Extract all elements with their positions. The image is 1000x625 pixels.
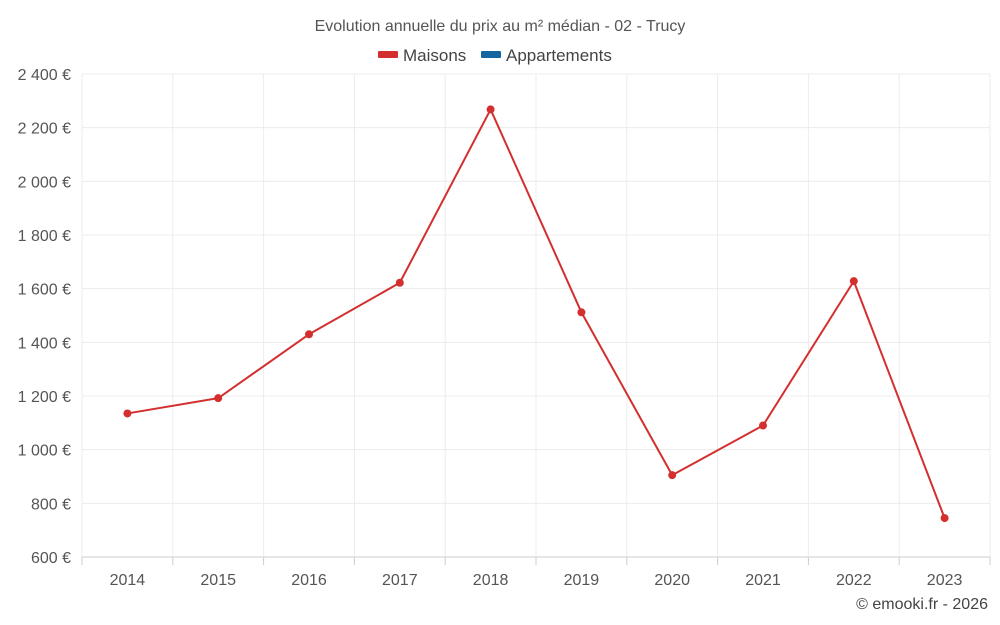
data-point-maisons-2019[interactable] [577,308,586,317]
data-point-maisons-2023[interactable] [940,514,949,523]
data-point-maisons-2021[interactable] [759,421,767,430]
legend-item-maisons[interactable]: Maisons [378,46,466,65]
y-tick-label: 2 400 € [18,67,71,84]
legend-swatch-appartements [481,51,501,58]
legend-item-appartements[interactable]: Appartements [481,46,612,65]
y-tick-label: 1 600 € [18,282,71,299]
y-tick-label: 1 200 € [18,389,71,406]
x-tick-label: 2014 [110,572,146,589]
x-tick-label: 2018 [473,572,509,589]
x-tick-label: 2016 [291,572,327,589]
legend: Maisons Appartements [378,46,612,65]
y-tick-label: 2 200 € [18,121,71,138]
y-tick-label: 1 000 € [18,443,71,460]
x-tick-label: 2017 [382,572,418,589]
x-tick-label: 2022 [836,572,872,589]
x-tick-label: 2020 [654,572,690,589]
x-tick-label: 2021 [745,572,781,589]
legend-swatch-maisons [378,51,398,58]
legend-label-appartements: Appartements [506,46,612,65]
x-tick-label: 2023 [927,572,963,589]
data-point-maisons-2022[interactable] [849,277,858,286]
series-layer [123,105,949,523]
y-tick-label: 2 000 € [18,174,71,191]
data-point-maisons-2020[interactable] [668,471,677,480]
credit: © emooki.fr - 2026 [856,596,988,613]
series-line-maisons [127,108,946,519]
legend-label-maisons: Maisons [403,46,466,65]
data-point-maisons-2017[interactable] [395,278,404,287]
y-tick-label: 600 € [31,550,71,567]
y-tick-label: 1 400 € [18,335,71,352]
data-point-maisons-2014[interactable] [123,409,132,418]
x-tick-label: 2015 [200,572,236,589]
data-point-maisons-2016[interactable] [305,330,313,339]
y-tick-label: 800 € [31,496,71,513]
data-point-maisons-2018[interactable] [486,105,495,114]
x-axis: 2014 2015 2016 2017 2018 2019 2020 2021 2022 2023 [81,557,991,589]
chart-title: Evolution annuelle du prix au m² médian … [315,18,686,35]
data-point-maisons-2015[interactable] [214,394,223,403]
grid [81,73,991,558]
y-tick-label: 1 800 € [18,228,71,245]
y-axis: 600 € 800 € 1 000 € 1 200 € 1 400 € 1 600 € 1 … [18,67,71,567]
x-tick-label: 2019 [564,572,600,589]
